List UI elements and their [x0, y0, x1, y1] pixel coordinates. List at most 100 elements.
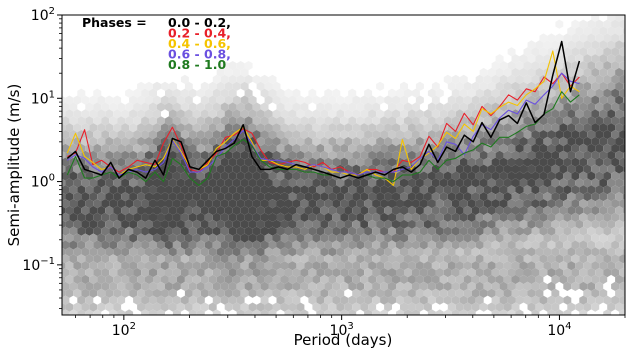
hexbin-cell: [539, 199, 548, 209]
hexbin-cell: [368, 205, 377, 216]
hexbin-cell: [483, 268, 492, 278]
hexbin-cell: [308, 212, 317, 222]
hexbin-cell: [571, 171, 580, 181]
hexbin-cell: [113, 150, 122, 160]
hexbin-cell: [292, 88, 301, 98]
hexbin-cell: [109, 116, 118, 126]
hexbin-cell: [121, 136, 130, 147]
hexbin-cell: [168, 81, 177, 91]
hexbin-cell: [172, 171, 181, 181]
hexbin-cell: [563, 281, 572, 291]
hexbin-cell: [312, 192, 321, 202]
hexbin-cell: [73, 247, 82, 257]
hexbin-cell: [89, 123, 98, 133]
hexbin-cell: [611, 157, 620, 167]
hexbin-cell: [483, 254, 492, 264]
hexbin-cell: [463, 247, 472, 257]
hexbin-cell: [503, 123, 512, 133]
hexbin-cell: [523, 74, 532, 84]
hexbin-cell: [168, 233, 177, 243]
hexbin-cell: [292, 309, 301, 315]
hexbin-cell: [388, 171, 396, 181]
hexbin-cell: [603, 268, 612, 278]
hexbin-cell: [392, 109, 400, 119]
hexbin-cell: [372, 102, 381, 112]
hexbin-cell: [260, 199, 269, 209]
hexbin-cell: [200, 95, 209, 105]
hexbin-cell: [332, 199, 341, 209]
hexbin-cell: [519, 109, 528, 119]
hexbin-cell: [519, 150, 528, 160]
hexbin-cell: [599, 26, 608, 36]
hexbin-cell: [607, 123, 616, 133]
hexbin-cell: [467, 309, 476, 315]
hexbin-cell: [236, 226, 245, 236]
hexbin-cell: [599, 178, 608, 188]
hexbin-cell: [248, 192, 257, 202]
hexbin-cell: [579, 143, 588, 153]
hexbin-cell: [551, 123, 560, 133]
hexbin-cell: [439, 274, 448, 285]
hexbin-cell: [344, 219, 353, 229]
hexbin-cell: [603, 143, 612, 153]
hexbin-cell: [65, 247, 74, 257]
hexbin-cell: [105, 247, 114, 257]
hexbin-cell: [571, 226, 580, 236]
hexbin-cell: [232, 205, 241, 216]
hexbin-cell: [304, 288, 313, 298]
hexbin-cell: [455, 95, 464, 105]
hexbin-cell: [113, 274, 122, 285]
hexbin-cell: [232, 261, 241, 271]
hexbin-cell: [62, 116, 70, 126]
hexbin-cell: [603, 185, 612, 195]
hexbin-cell: [599, 150, 608, 160]
hexbin-cell: [196, 116, 205, 126]
hexbin-cell: [495, 288, 504, 298]
hexbin-cell: [575, 54, 584, 64]
hexbin-cell: [240, 274, 249, 285]
hexbin-cell: [200, 302, 209, 312]
hexbin-cell: [208, 95, 217, 105]
hexbin-cell: [447, 219, 456, 229]
hexbin-cell: [180, 254, 189, 264]
hexbin-cell: [459, 295, 468, 305]
hexbin-cell: [388, 130, 396, 140]
hexbin-cell: [519, 205, 528, 216]
hexbin-cell: [336, 150, 345, 160]
hexbin-cell: [264, 302, 273, 312]
hexbin-cell: [619, 47, 625, 57]
hexbin-cell: [579, 295, 588, 305]
x-tick-label: 103: [330, 321, 354, 339]
hexbin-cell: [332, 281, 341, 291]
hexbin-cell: [125, 254, 134, 264]
hexbin-cell: [455, 247, 464, 257]
hexbin-cell: [360, 288, 369, 298]
hexbin-cell: [312, 150, 321, 160]
hexbin-cell: [260, 212, 269, 222]
hexbin-cell: [81, 219, 90, 229]
hexbin-cell: [244, 74, 253, 84]
hexbin-cell: [376, 192, 385, 202]
hexbin-cell: [443, 199, 452, 209]
hexbin-cell: [268, 309, 277, 315]
hexbin-cell: [587, 33, 596, 43]
hexbin-cell: [499, 199, 508, 209]
hexbin-cell: [511, 109, 520, 119]
hexbin-cell: [81, 274, 90, 285]
hexbin-cell: [348, 295, 357, 305]
y-tick-label: 10−1: [22, 256, 55, 274]
hexbin-cell: [507, 185, 516, 195]
hexbin-cell: [467, 212, 476, 222]
hexbin-cell: [208, 274, 217, 285]
hexbin-cell: [316, 143, 325, 153]
hexbin-cell: [224, 205, 233, 216]
hexbin-cell: [619, 143, 625, 153]
hexbin-cell: [392, 247, 400, 257]
hexbin-cell: [555, 19, 564, 29]
hexbin-cell: [412, 295, 420, 305]
hexbin-cell: [619, 309, 625, 315]
hexbin-cell: [312, 247, 321, 257]
hexbin-cell: [332, 309, 341, 315]
hexbin-cell: [256, 247, 265, 257]
hexbin-cell: [388, 143, 396, 153]
